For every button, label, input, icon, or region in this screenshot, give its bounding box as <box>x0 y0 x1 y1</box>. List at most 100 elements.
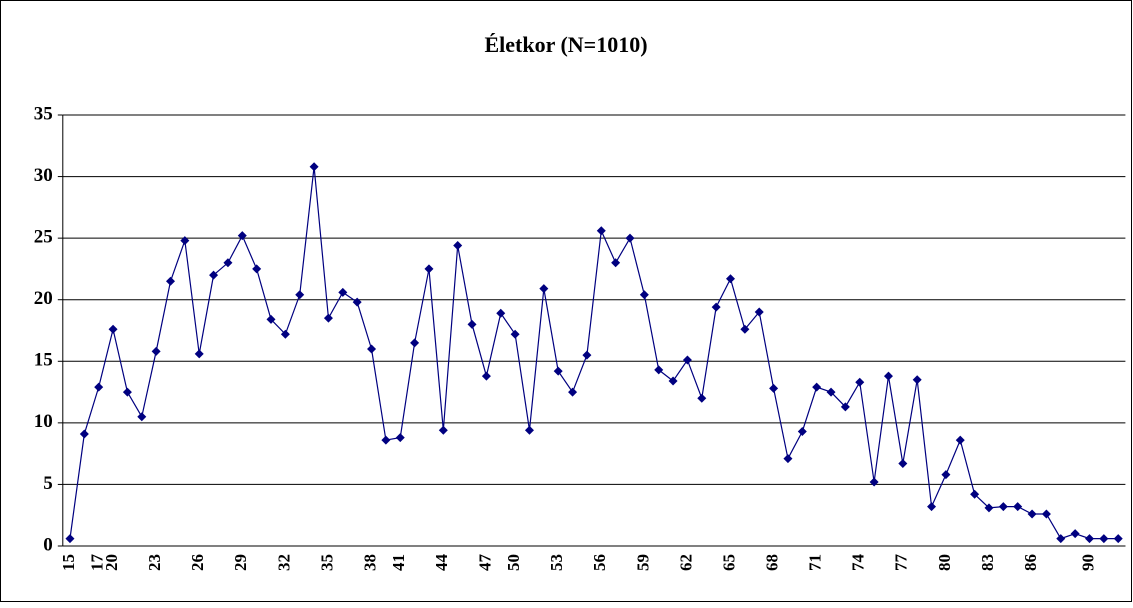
data-point <box>754 307 764 317</box>
x-tick-label: 74 <box>849 554 868 572</box>
y-tick-label: 35 <box>34 103 53 124</box>
data-point <box>94 382 104 392</box>
data-point <box>209 270 219 280</box>
y-tick-label: 25 <box>34 227 53 248</box>
data-point <box>984 503 994 513</box>
data-point <box>539 284 549 294</box>
x-tick-label: 29 <box>231 554 250 571</box>
data-point <box>323 313 333 323</box>
data-point <box>654 365 664 375</box>
x-tick-label: 50 <box>504 554 523 571</box>
chart-title: Életkor (N=1010) <box>484 32 647 57</box>
data-point <box>682 355 692 365</box>
data-point <box>1099 534 1109 544</box>
x-tick-label: 38 <box>360 554 379 571</box>
x-tick-label: 15 <box>59 554 78 571</box>
data-point <box>1070 529 1080 539</box>
x-tick-label: 26 <box>188 554 207 571</box>
data-point <box>869 477 879 487</box>
x-tick-label: 59 <box>633 554 652 571</box>
data-point <box>596 226 606 236</box>
y-tick-label: 20 <box>34 288 53 309</box>
data-point <box>740 324 750 334</box>
x-tick-label: 83 <box>978 554 997 571</box>
data-point <box>108 324 118 334</box>
x-tick-label: 53 <box>547 554 566 571</box>
data-point <box>783 454 793 464</box>
data-point <box>726 274 736 284</box>
data-point <box>668 376 678 386</box>
data-point <box>438 425 448 435</box>
y-tick-label: 0 <box>43 534 53 555</box>
data-point <box>840 402 850 412</box>
data-point <box>941 470 951 480</box>
data-point <box>381 435 391 445</box>
data-point <box>180 236 190 246</box>
data-point <box>797 426 807 436</box>
data-point <box>927 502 937 512</box>
data-point <box>568 387 578 397</box>
data-point <box>855 377 865 387</box>
data-point <box>970 489 980 499</box>
data-point <box>223 258 233 268</box>
data-point <box>582 350 592 360</box>
data-point <box>165 276 175 286</box>
data-point <box>266 314 276 324</box>
data-point <box>1056 534 1066 544</box>
data-point <box>338 287 348 297</box>
y-tick-label: 30 <box>34 165 53 186</box>
data-point <box>424 264 434 274</box>
x-tick-label: 80 <box>935 554 954 571</box>
x-tick-label: 68 <box>762 554 781 571</box>
x-tick-label: 20 <box>102 554 121 571</box>
data-point <box>1013 502 1023 512</box>
x-tick-label: 35 <box>317 554 336 571</box>
x-tick-label: 65 <box>719 554 738 571</box>
x-tick-label: 86 <box>1021 554 1040 571</box>
data-point <box>367 344 377 354</box>
data-point <box>453 241 463 251</box>
x-tick-label: 17 <box>88 554 107 572</box>
data-line <box>69 166 1119 540</box>
data-point <box>65 534 75 544</box>
x-tick-label: 77 <box>892 554 911 572</box>
data-point <box>194 349 204 359</box>
data-point <box>1113 534 1123 544</box>
data-point <box>711 302 721 312</box>
data-point <box>611 258 621 268</box>
data-point <box>79 429 89 439</box>
y-tick-label: 5 <box>43 473 53 494</box>
data-point <box>553 366 563 376</box>
data-point <box>812 382 822 392</box>
data-point <box>481 371 491 381</box>
data-point <box>410 338 420 348</box>
data-point <box>252 264 262 274</box>
data-point <box>1027 509 1037 519</box>
data-point <box>769 383 779 393</box>
data-point <box>697 393 707 403</box>
x-tick-label: 44 <box>432 554 451 572</box>
data-point <box>912 375 922 385</box>
data-point <box>496 308 506 318</box>
x-tick-label: 90 <box>1078 554 1097 571</box>
data-point <box>510 329 520 339</box>
x-tick-label: 32 <box>274 554 293 571</box>
data-point <box>625 233 635 243</box>
x-tick-label: 62 <box>676 554 695 571</box>
data-point <box>122 387 132 397</box>
data-point <box>280 329 290 339</box>
data-point <box>883 371 893 381</box>
data-point <box>1085 534 1095 544</box>
data-point <box>955 435 965 445</box>
data-point <box>237 231 247 241</box>
y-tick-label: 10 <box>34 411 53 432</box>
data-point <box>1041 509 1051 519</box>
data-point <box>137 412 147 422</box>
data-point <box>352 297 362 307</box>
data-point <box>639 290 649 300</box>
data-point <box>295 290 305 300</box>
data-point <box>395 433 405 443</box>
data-point <box>998 502 1008 512</box>
